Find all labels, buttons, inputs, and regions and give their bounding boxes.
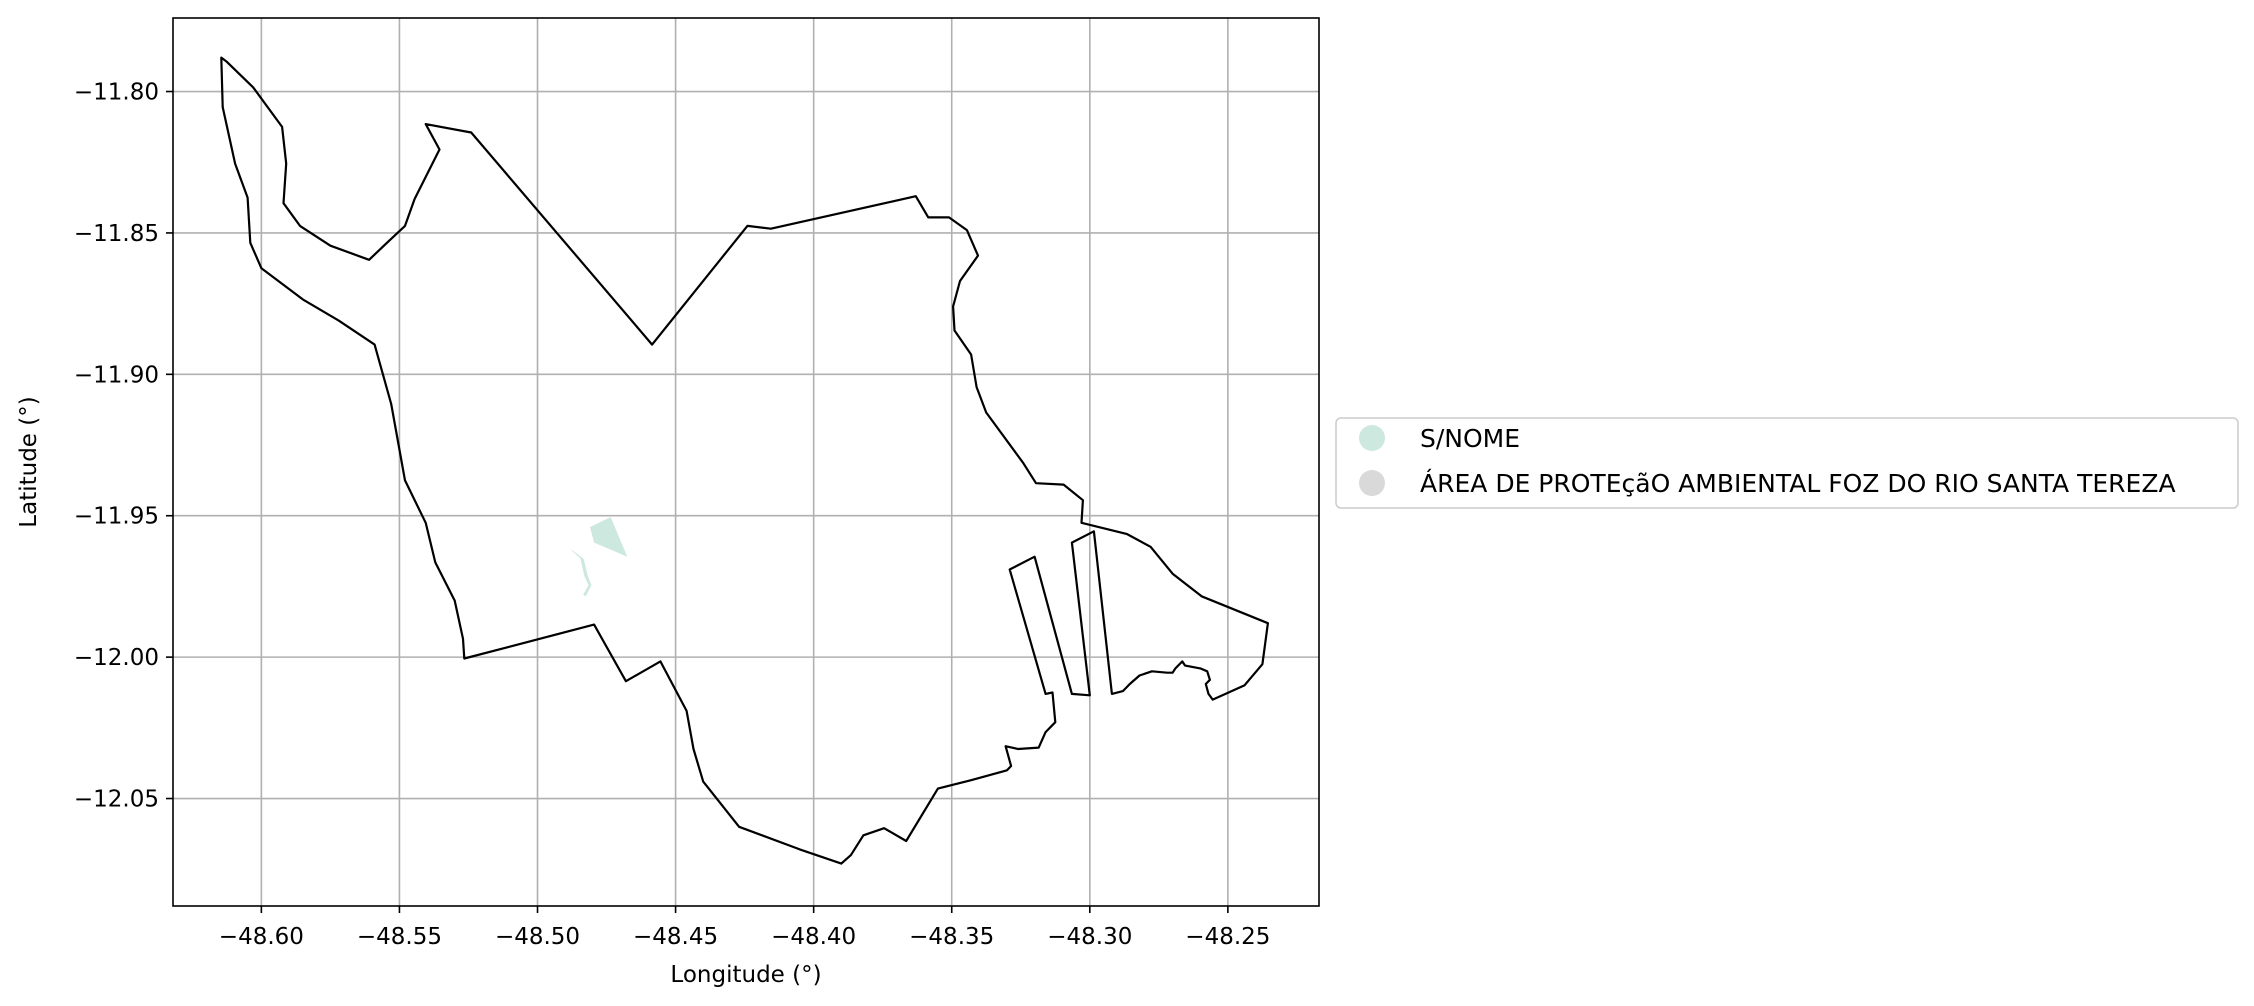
x-tick-label: −48.45: [633, 924, 718, 950]
x-tick-label: −48.25: [1185, 924, 1270, 950]
legend-marker-apa-foz-rio-santa-tereza: [1359, 470, 1385, 496]
legend-label-apa-foz-rio-santa-tereza: ÁREA DE PROTEçãO AMBIENTAL FOZ DO RIO SA…: [1420, 469, 2176, 498]
x-tick-label: −48.35: [909, 924, 994, 950]
legend-frame: [1335, 417, 2239, 509]
axes-frame: [172, 17, 1320, 907]
map-shapes: [220, 56, 1270, 865]
x-tick-label: −48.55: [357, 924, 442, 950]
y-tick-label: −12.00: [74, 645, 159, 671]
x-axis-label: Longitude (°): [670, 962, 821, 988]
x-tick-label: −48.40: [771, 924, 856, 950]
x-tick-label: −48.30: [1047, 924, 1132, 950]
y-tick-label: −11.95: [74, 504, 159, 530]
legend: S/NOME ÁREA DE PROTEçãO AMBIENTAL FOZ DO…: [1335, 417, 2239, 509]
grid-lines: [173, 18, 1319, 906]
map-region-apa-boundary: [220, 56, 1270, 865]
axis-ticks: −48.60 −48.55 −48.50 −48.45 −48.40 −48.35 −48.…: [74, 80, 1271, 950]
y-tick-label: −11.80: [74, 80, 159, 106]
x-tick-label: −48.60: [219, 924, 304, 950]
y-tick-label: −12.05: [74, 787, 159, 813]
y-tick-label: −11.85: [74, 221, 159, 247]
legend-label-s-nome: S/NOME: [1420, 424, 1520, 453]
map-region-s-nome: [590, 517, 628, 557]
map-region-s-nome: [570, 549, 592, 597]
legend-marker-s-nome: [1359, 425, 1385, 451]
y-tick-label: −11.90: [74, 362, 159, 388]
y-axis-label: Latitude (°): [16, 396, 42, 527]
x-tick-label: −48.50: [495, 924, 580, 950]
